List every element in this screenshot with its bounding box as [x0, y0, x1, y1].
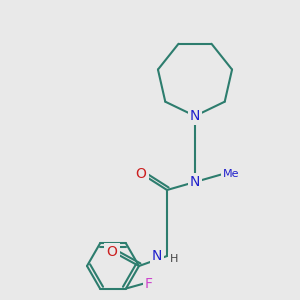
Text: O: O — [106, 245, 117, 259]
Text: H: H — [170, 254, 178, 264]
Text: Me: Me — [223, 169, 239, 179]
Text: N: N — [152, 249, 162, 263]
Text: N: N — [190, 175, 200, 189]
Text: F: F — [145, 277, 153, 290]
Text: N: N — [190, 109, 200, 123]
Text: O: O — [136, 167, 146, 181]
